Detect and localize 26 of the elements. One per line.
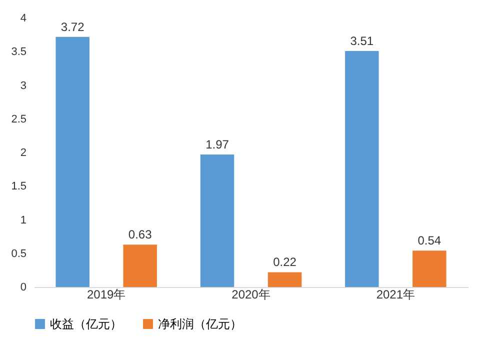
legend-label: 净利润（亿元） bbox=[158, 317, 242, 331]
y-tick-label: 4 bbox=[20, 12, 26, 24]
y-tick-label: 0.5 bbox=[11, 248, 26, 260]
bar bbox=[345, 50, 379, 287]
data-label: 0.54 bbox=[418, 234, 442, 248]
x-tick-label: 2019年 bbox=[86, 288, 126, 302]
y-tick-label: 1.5 bbox=[11, 180, 26, 193]
data-label: 1.97 bbox=[206, 138, 230, 152]
y-tick-label: 1 bbox=[20, 214, 26, 226]
bar bbox=[123, 244, 157, 287]
bar bbox=[200, 154, 234, 287]
bar bbox=[268, 272, 302, 287]
y-tick-label: 2.5 bbox=[11, 113, 26, 126]
data-label: 3.72 bbox=[60, 20, 85, 34]
legend-label: 收益（亿元） bbox=[50, 317, 122, 331]
bar bbox=[412, 250, 446, 287]
y-tick-label: 3.5 bbox=[11, 46, 26, 58]
bar bbox=[56, 36, 90, 287]
data-label: 3.51 bbox=[350, 34, 374, 48]
x-tick-label: 2021年 bbox=[376, 288, 416, 302]
y-tick-label: 2 bbox=[20, 147, 26, 159]
y-tick-label: 0 bbox=[20, 282, 26, 294]
y-tick-label: 3 bbox=[20, 80, 26, 92]
data-label: 0.22 bbox=[273, 255, 297, 270]
data-label: 0.63 bbox=[128, 228, 152, 242]
x-tick-label: 2020年 bbox=[232, 288, 270, 302]
